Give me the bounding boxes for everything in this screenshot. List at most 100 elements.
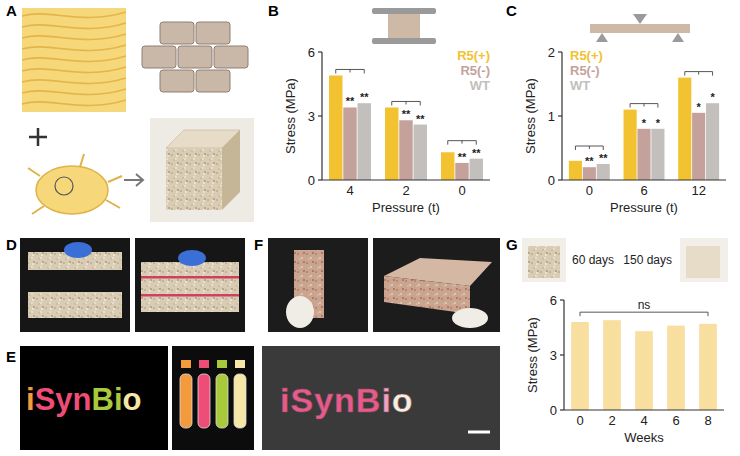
significance-bracket [336,69,364,73]
pilus [28,168,40,176]
photo-bg [522,238,566,282]
significance-mark: ** [458,151,467,163]
significance-mark: ** [346,95,355,107]
tube [216,374,228,428]
fiber [22,45,126,51]
color-swatch [199,360,209,368]
tube [180,374,192,428]
x-axis [322,179,490,180]
brick-icon [196,70,230,92]
photo-bg [135,238,245,332]
y-tick-label: 1 [548,109,555,124]
panel-letter: C [506,2,517,19]
color-swatch [181,360,191,368]
y-tick [318,179,322,180]
fiber [22,23,126,29]
significance-mark: * [697,101,702,113]
colored-letter: o [392,381,413,419]
y-tick [318,51,322,52]
glue-line [141,276,239,279]
colored-letter: n [73,382,92,417]
significance-bracket [685,72,713,76]
bar [441,152,454,180]
bar [414,125,427,180]
bar [571,322,589,410]
fiber [22,56,126,62]
y-tick [560,299,564,300]
panel-letter: F [254,236,263,253]
bend-sample [590,24,690,33]
cube [528,246,560,278]
significance-mark: ** [472,147,481,159]
significance-mark: * [656,117,661,129]
x-axis-title: Pressure (t) [610,200,678,215]
photo-label: 60 days [572,253,614,267]
fiber [22,89,126,95]
scale-bar [468,431,490,434]
bend-load [633,14,647,24]
cube-front [166,148,222,210]
tube [234,374,246,428]
y-tick [558,179,562,180]
bars [329,75,483,180]
legend-entry: R5(-) [570,63,600,78]
x-axis [564,409,724,410]
photo-bg [150,118,254,222]
y-axis-title: Stress (MPa) [525,317,540,393]
fiber [22,34,126,40]
figure: ABCDEFG036420Stress (MPa)Pressure (t)R5(… [0,0,740,456]
brick [141,262,239,312]
panel-letter: A [6,2,17,19]
colored-letter: S [290,381,313,419]
fiber [22,67,126,73]
panel-letter: G [506,236,518,253]
colored-letter: y [55,382,73,417]
colored-letter: B [356,381,381,419]
arrow [124,174,143,186]
significance-bracket [392,101,420,105]
significance-mark: ** [360,91,369,103]
glove [286,296,314,328]
significance-mark: ** [402,108,411,120]
colored-letter: i [114,382,123,417]
y-tick-label: 0 [548,173,555,188]
bar [637,129,650,180]
significance-bracket [575,146,603,150]
y-tick-label: 0 [308,173,315,188]
glove [64,242,92,258]
colored-letter: o [123,382,142,417]
colored-letter: S [35,382,56,417]
brick-icon [178,46,212,68]
bar [583,167,596,180]
photo-bg [268,238,368,332]
bar [470,159,483,180]
y-tick-label: 3 [308,109,315,124]
y-tick-label: 6 [550,293,557,308]
y-tick [560,354,564,355]
colored-letter: i [26,382,35,417]
x-tick-label: 2 [402,183,409,198]
bar [329,75,342,180]
bars [571,320,717,410]
bar [692,113,705,180]
glove [178,250,206,266]
legend-entry: R5(+) [457,48,490,63]
cell [36,166,108,214]
color-swatch [217,360,227,368]
x-tick-label: 0 [576,413,583,428]
color-swatch [235,360,245,368]
bar [385,107,398,180]
bar [358,103,371,180]
legend-entry: R5(-) [460,63,490,78]
bar [569,161,582,180]
brick-icon [142,46,176,68]
y-tick [558,51,562,52]
bar [603,320,621,410]
photo-bg [680,238,728,282]
x-tick-label: 0 [458,183,465,198]
tube [198,374,210,428]
y-tick-label: 0 [550,403,557,418]
significance-mark: ** [585,155,594,167]
annotation: ns [638,298,651,312]
x-tick-label: 0 [586,183,593,198]
